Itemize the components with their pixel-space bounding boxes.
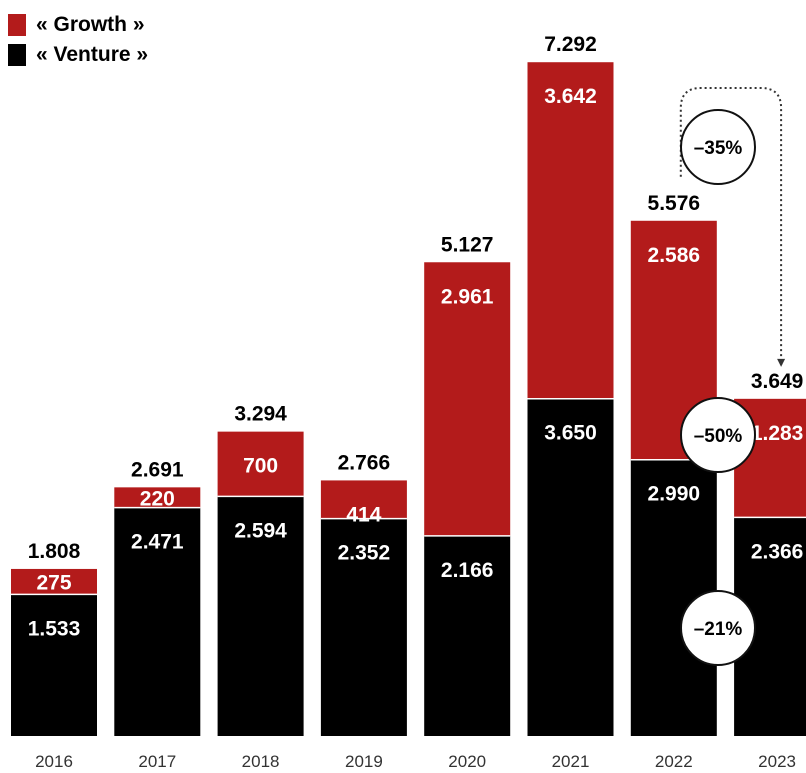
bar-growth-2021	[527, 62, 614, 399]
label-venture-2022: 2.990	[648, 483, 701, 506]
label-growth-2022: 2.586	[648, 244, 701, 267]
bar-growth-2017	[114, 487, 201, 508]
label-venture-2016: 1.533	[28, 617, 81, 640]
bar-venture-2019	[320, 518, 407, 736]
label-total-2020: 5.127	[441, 233, 494, 256]
tick-label-2023: 2023	[758, 752, 796, 771]
label-venture-2019: 2.352	[338, 542, 391, 565]
label-growth-2018: 700	[243, 455, 278, 478]
label-venture-2020: 2.166	[441, 559, 494, 582]
label-total-2017: 2.691	[131, 458, 184, 481]
labels-layer: 1.533 275 1.808 2016 2.471 220 2.691 2017 2.594 7…	[28, 33, 804, 771]
tick-label-2019: 2019	[345, 752, 383, 771]
bar-venture-2017	[114, 507, 201, 736]
label-venture-2023: 2.366	[751, 540, 804, 563]
change-badge-3	[680, 590, 756, 666]
label-growth-2021: 3.642	[544, 85, 597, 108]
label-total-2022: 5.576	[648, 192, 701, 215]
change-badge-text-1: –35%	[694, 138, 743, 159]
bar-venture-2020	[424, 535, 511, 736]
bar-venture-2016	[11, 594, 97, 736]
legend-swatch-growth	[8, 14, 26, 36]
bar-growth-2018	[217, 431, 304, 497]
label-growth-2017: 220	[140, 488, 175, 511]
legend-label-venture: « Venture »	[36, 43, 149, 66]
change-badge-1	[680, 109, 756, 185]
label-venture-2021: 3.650	[544, 422, 597, 445]
change-badge-2	[680, 397, 756, 473]
tick-label-2020: 2020	[448, 752, 486, 771]
change-arrow-line	[679, 87, 783, 365]
label-venture-2017: 2.471	[131, 531, 184, 554]
change-badge-text-2: –50%	[694, 426, 743, 447]
label-growth-2019: 414	[346, 503, 381, 526]
label-growth-2016: 275	[36, 572, 71, 595]
label-growth-2023: 1.283	[751, 422, 804, 445]
label-total-2019: 2.766	[338, 451, 391, 474]
tick-label-2016: 2016	[35, 752, 73, 771]
bars-layer	[11, 62, 806, 736]
label-total-2023: 3.649	[751, 370, 804, 393]
bar-growth-2020	[424, 262, 511, 536]
legend-label-growth: « Growth »	[36, 13, 145, 36]
tick-label-2018: 2018	[242, 752, 280, 771]
change-arrow-head	[777, 358, 786, 367]
annotations-layer: –35% –50% –21%	[679, 87, 786, 666]
label-total-2021: 7.292	[544, 33, 597, 56]
legend-item-growth: « Growth »	[8, 10, 148, 40]
legend-swatch-venture	[8, 44, 26, 66]
label-growth-2020: 2.961	[441, 285, 494, 308]
bar-venture-2018	[217, 496, 304, 736]
label-total-2018: 3.294	[234, 403, 287, 426]
bar-growth-2019	[320, 480, 407, 519]
change-badge-text-3: –21%	[694, 619, 743, 640]
legend: « Growth » « Venture »	[8, 10, 148, 70]
legend-item-venture: « Venture »	[8, 40, 148, 70]
bar-venture-2021	[527, 398, 614, 736]
tick-label-2021: 2021	[552, 752, 590, 771]
label-total-2016: 1.808	[28, 540, 81, 563]
tick-label-2017: 2017	[138, 752, 176, 771]
tick-label-2022: 2022	[655, 752, 693, 771]
label-venture-2018: 2.594	[234, 519, 287, 542]
bar-growth-2016	[11, 568, 97, 595]
